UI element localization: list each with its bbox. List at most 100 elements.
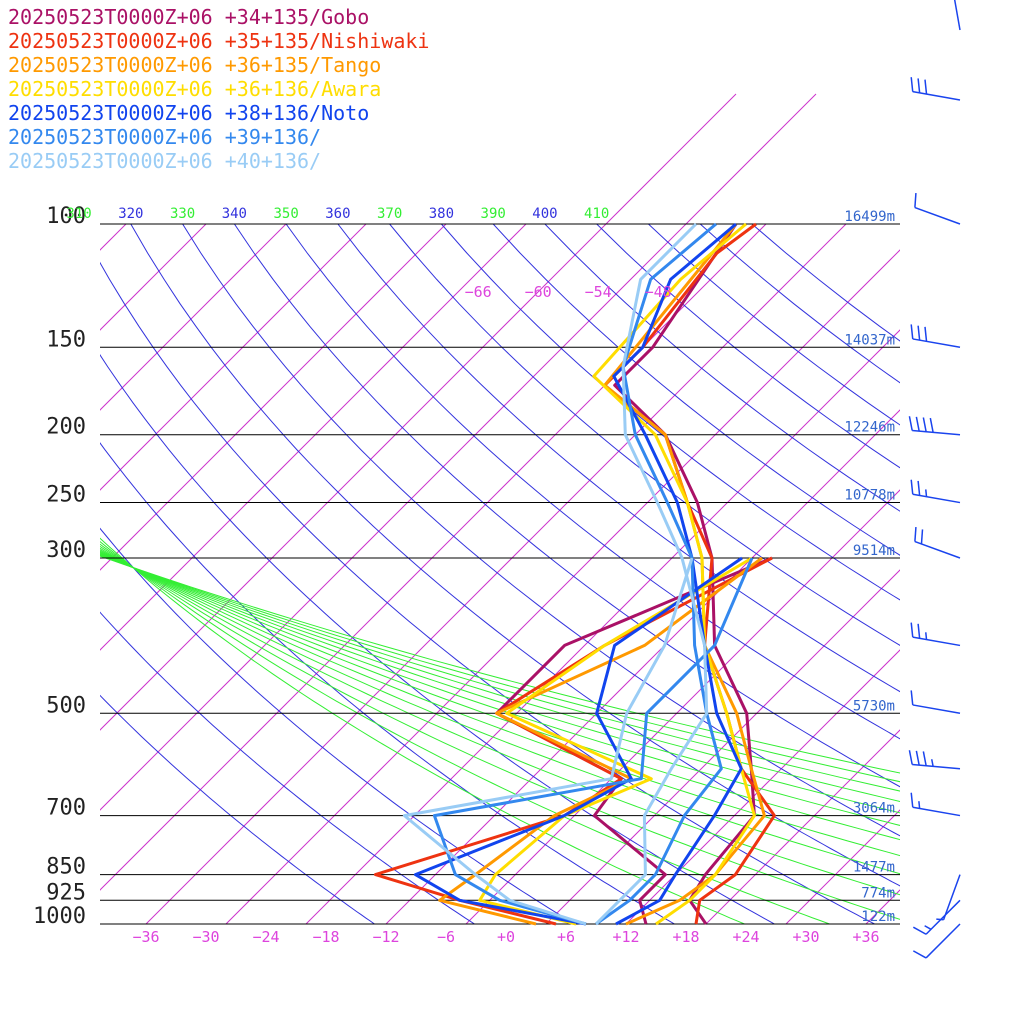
wind-barb-feather	[908, 750, 913, 765]
isotherm-line	[100, 224, 527, 651]
wind-barb-feather	[914, 193, 917, 208]
temperature-tick-label: −12	[372, 928, 399, 946]
legend: 20250523T0000Z+06 +34+135/Gobo20250523T0…	[8, 5, 429, 173]
height-label: 10778m	[844, 488, 895, 504]
legend-entry: 20250523T0000Z+06 +39+136/	[8, 125, 321, 149]
wind-barb-feather	[910, 324, 914, 340]
theta-label: 390	[481, 206, 506, 222]
legend-entry: 20250523T0000Z+06 +36+136/Awara	[8, 77, 381, 101]
pressure-label: 150	[46, 327, 86, 352]
temperature-tick-label: +36	[852, 928, 879, 946]
moist-adiabat-line	[100, 554, 900, 783]
wind-barb-feather	[915, 750, 920, 766]
isotherm-line	[100, 224, 367, 491]
temperature-tick-label: +30	[792, 928, 819, 946]
pressure-label: 925	[46, 880, 86, 905]
temperature-line	[612, 222, 743, 926]
pressure-label: 200	[46, 415, 86, 440]
wind-barb-feather	[922, 751, 927, 766]
wind-barb-staff	[912, 338, 961, 349]
wind-barb-feather	[908, 416, 913, 431]
isotherm-line	[100, 224, 607, 731]
wind-barb-half-feather	[930, 759, 934, 767]
temperature-tick-label: +12	[612, 928, 639, 946]
isotherm-line	[705, 729, 900, 924]
temperature-tick-label: +18	[672, 928, 699, 946]
isotherm-line	[545, 569, 900, 924]
wind-barb-feather	[910, 622, 914, 638]
wind-barb-staff	[925, 899, 961, 935]
legend-entry: 20250523T0000Z+06 +34+135/Gobo	[8, 5, 369, 29]
height-label: 5730m	[853, 698, 895, 714]
wind-barb	[914, 526, 961, 559]
dry-adiabat-line	[492, 224, 900, 556]
dry-adiabat-line	[337, 224, 900, 693]
theta-label: 380	[429, 206, 454, 222]
theta-label: 350	[273, 206, 298, 222]
moist-adiabat-line	[100, 554, 900, 792]
wind-barb	[908, 750, 961, 770]
height-label: 9514m	[853, 543, 895, 559]
wind-barb	[953, 0, 961, 31]
wind-barb	[910, 792, 961, 817]
legend-entry: 20250523T0000Z+06 +38+136/Noto	[8, 101, 369, 125]
moist-adiabat-line	[100, 543, 900, 920]
wind-barb-half-feather	[918, 801, 921, 809]
moist-adiabat-line	[100, 547, 900, 875]
isotherm-line	[100, 224, 447, 571]
pressure-label: 300	[46, 538, 86, 563]
isotherm-line	[225, 249, 900, 924]
isobars	[100, 223, 900, 925]
moist-adiabat-line	[100, 555, 900, 774]
moist-adiabat-line	[100, 537, 745, 924]
temperature-tick-label: −36	[132, 928, 159, 946]
isotherm-line	[0, 224, 46, 924]
wind-barb-feather	[917, 325, 921, 341]
height-label: 12246m	[844, 420, 895, 436]
legend-entry: 20250523T0000Z+06 +40+136/	[8, 149, 321, 173]
dry-adiabat-line	[699, 224, 900, 384]
dewpoint-line	[413, 556, 743, 926]
isotherm-line	[625, 649, 900, 924]
wind-barb-staff	[912, 763, 961, 770]
wind-barb-feather	[917, 623, 921, 639]
height-label: 3064m	[853, 801, 895, 817]
legend-entry: 20250523T0000Z+06 +35+135/Nishiwaki	[8, 29, 429, 53]
pressure-label: 700	[46, 796, 86, 821]
wind-barb-feather	[912, 926, 927, 935]
theta-label: 410	[584, 206, 609, 222]
sounding-4	[413, 222, 743, 926]
dry-adiabat-line	[648, 224, 900, 426]
wind-barb-feather	[920, 529, 924, 545]
wind-barb-staff	[914, 540, 961, 559]
dry-adiabat-line	[389, 224, 900, 646]
height-label: 122m	[861, 909, 895, 925]
wind-barb-feather	[924, 79, 928, 95]
temperature-tick-label: −6	[437, 928, 455, 946]
wind-barb	[910, 479, 961, 504]
theta-label: 310	[66, 206, 91, 222]
wind-barb-feather	[929, 417, 934, 433]
wind-barb-staff	[925, 923, 961, 959]
dry-adiabat-line	[182, 224, 900, 837]
pressure-label: 850	[46, 855, 86, 880]
wind-barb-staff	[953, 0, 961, 31]
sounding-5	[432, 222, 754, 926]
moist-adiabat-line	[100, 550, 900, 841]
legend-entry: 20250523T0000Z+06 +36+135/Tango	[8, 53, 381, 77]
dry-adiabat-line	[544, 224, 900, 512]
isotherm-line	[685, 93, 817, 225]
moist-adiabat-line	[100, 552, 900, 814]
wind-barb-feather	[910, 690, 914, 706]
isotherm-line	[605, 93, 737, 225]
temperature-tick-label: +0	[497, 928, 515, 946]
isotherm-line	[145, 224, 847, 924]
dewpoint-line	[432, 557, 754, 926]
height-label: 774m	[861, 885, 895, 901]
pressure-label: 100	[46, 204, 86, 229]
theta-label: 340	[222, 206, 247, 222]
dewpoint-line	[495, 556, 773, 925]
